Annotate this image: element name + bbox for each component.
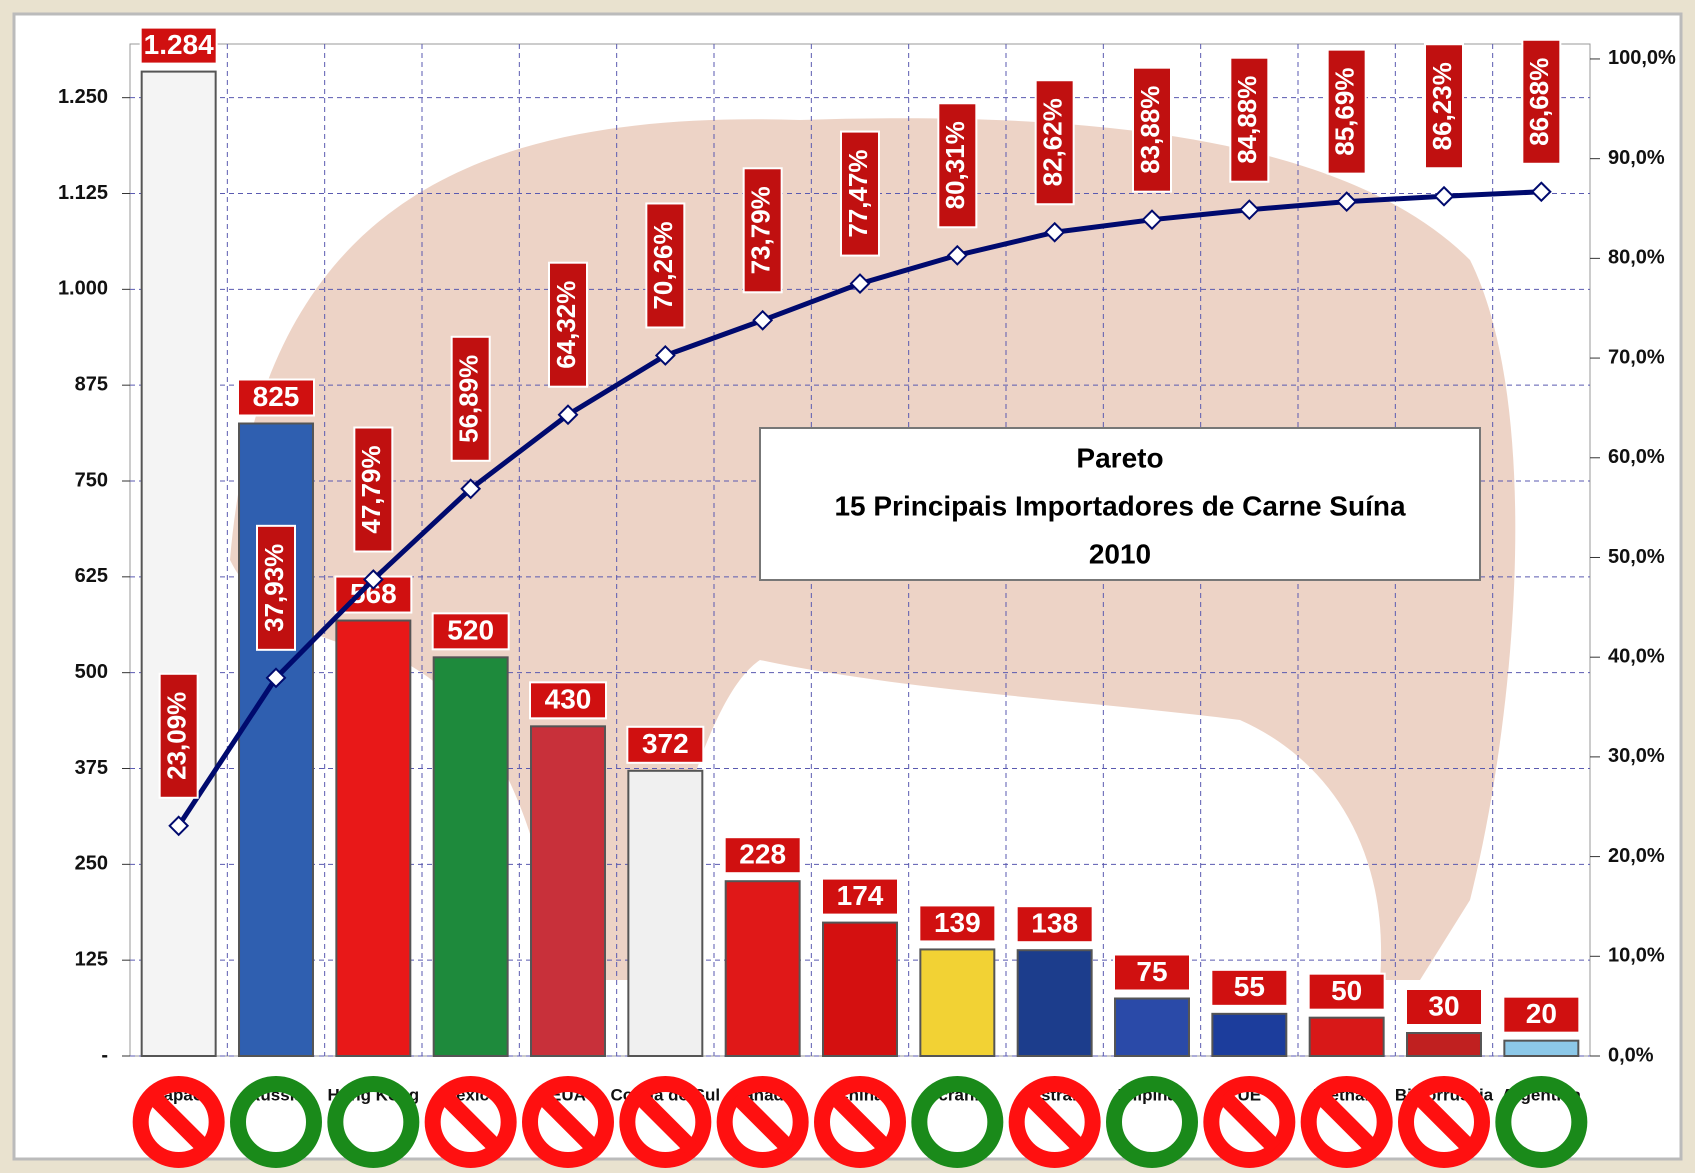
value-label: 1.284 <box>144 29 214 60</box>
y2-tick-label: 70,0% <box>1608 346 1665 368</box>
percent-label: 86,68% <box>1524 58 1554 146</box>
y2-tick-label: 50,0% <box>1608 546 1665 568</box>
value-label: 20 <box>1526 998 1557 1029</box>
y-tick-label: 1.125 <box>58 182 108 204</box>
y2-tick-label: 90,0% <box>1608 147 1665 169</box>
bar <box>142 72 216 1056</box>
percent-label: 37,93% <box>259 544 289 632</box>
value-label: 50 <box>1331 975 1362 1006</box>
bar <box>1407 1033 1481 1056</box>
value-label: 825 <box>253 381 300 412</box>
y2-tick-label: 30,0% <box>1608 745 1665 767</box>
y2-tick-label: 60,0% <box>1608 446 1665 468</box>
y-tick-label: 375 <box>75 757 108 779</box>
y-tick-label: 750 <box>75 469 108 491</box>
bar <box>434 657 508 1056</box>
bar <box>726 881 800 1056</box>
value-label: 430 <box>545 684 592 715</box>
percent-label: 23,09% <box>162 692 192 780</box>
percent-label: 64,32% <box>551 281 581 369</box>
bar <box>1212 1014 1286 1056</box>
bar <box>239 424 313 1057</box>
percent-label: 73,79% <box>746 186 776 274</box>
bar <box>1310 1018 1384 1056</box>
chart: - 125 250 375 500 625 750 875 1.000 1.125 1.250 0,0… <box>0 0 1695 1173</box>
bar <box>1018 950 1092 1056</box>
y2-tick-label: 80,0% <box>1608 247 1665 269</box>
bar <box>823 923 897 1056</box>
percent-label: 70,26% <box>648 221 678 309</box>
y-tick-label: 1.000 <box>58 278 108 300</box>
chart-title: Pareto <box>1076 442 1163 473</box>
percent-label: 77,47% <box>843 149 873 237</box>
value-label: 139 <box>934 907 981 938</box>
bar <box>1115 999 1189 1057</box>
page: {"chart_data": {"type": "pareto", "title… <box>0 0 1695 1173</box>
value-label: 138 <box>1031 908 1078 939</box>
title-box: Pareto 15 Principais Importadores de Car… <box>760 428 1480 580</box>
bar <box>628 771 702 1056</box>
y-tick-label: - <box>101 1044 108 1066</box>
chart-subtitle: 15 Principais Importadores de Carne Suín… <box>834 490 1406 521</box>
y2-tick-label: 100,0% <box>1608 47 1676 69</box>
percent-label: 85,69% <box>1330 68 1360 156</box>
percent-label: 84,88% <box>1232 76 1262 164</box>
chart-annotation: 2010 <box>1089 538 1151 569</box>
percent-label: 56,89% <box>454 355 484 443</box>
y2-tick-label: 0,0% <box>1608 1044 1654 1066</box>
percent-label: 47,79% <box>356 445 386 533</box>
value-label: 55 <box>1234 971 1265 1002</box>
value-label: 520 <box>447 615 494 646</box>
y-tick-label: 125 <box>75 948 108 970</box>
bar <box>531 726 605 1056</box>
bar <box>336 621 410 1056</box>
bar <box>920 949 994 1056</box>
y2-tick-label: 20,0% <box>1608 845 1665 867</box>
value-label: 372 <box>642 728 689 759</box>
y-tick-label: 1.250 <box>58 86 108 108</box>
percent-label: 86,23% <box>1427 62 1457 150</box>
value-label: 174 <box>837 880 884 911</box>
percent-label: 80,31% <box>940 121 970 209</box>
y-tick-label: 875 <box>75 373 108 395</box>
value-label: 30 <box>1428 990 1459 1021</box>
y-tick-label: 625 <box>75 565 108 587</box>
y-tick-label: 250 <box>75 853 108 875</box>
y2-tick-label: 40,0% <box>1608 645 1665 667</box>
y-tick-label: 500 <box>75 661 108 683</box>
value-label: 228 <box>739 839 786 870</box>
percent-label: 82,62% <box>1038 98 1068 186</box>
bar <box>1504 1041 1578 1056</box>
percent-label: 83,88% <box>1135 86 1165 174</box>
value-label: 75 <box>1136 956 1167 987</box>
y2-tick-label: 10,0% <box>1608 945 1665 967</box>
